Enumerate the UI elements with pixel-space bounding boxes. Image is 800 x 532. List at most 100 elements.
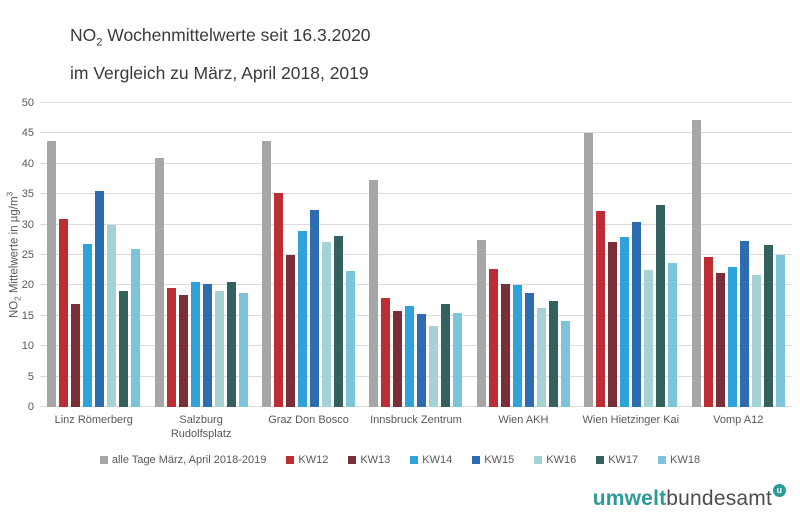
legend-item: KW18 xyxy=(658,454,700,466)
bar-kw16 xyxy=(322,241,332,407)
y-tick-label: 15 xyxy=(21,309,34,322)
gridline xyxy=(40,375,792,377)
bar-kw14 xyxy=(512,285,522,407)
legend-item: KW16 xyxy=(534,454,576,466)
legend-label: KW13 xyxy=(360,454,391,466)
x-category-label: Wien Hietzinger Kai xyxy=(582,414,680,426)
bar-kw16 xyxy=(107,225,117,407)
bar-kw18 xyxy=(346,271,356,407)
bar-kw18 xyxy=(453,313,463,407)
gridline xyxy=(40,162,792,164)
gridline xyxy=(40,345,792,347)
logo-u-badge-icon: u xyxy=(773,484,786,497)
bar-kw16 xyxy=(214,291,224,407)
bar-kw15 xyxy=(417,313,427,407)
legend-label: KW17 xyxy=(608,454,639,466)
chart-title-line1: NO2 Wochenmittelwerte seit 16.3.2020 xyxy=(70,25,371,49)
bar-kw18 xyxy=(238,292,248,407)
legend-item: KW15 xyxy=(472,454,514,466)
x-category-label: Wien AKH xyxy=(498,414,549,426)
bar-kw13 xyxy=(500,283,510,407)
bar-kw15 xyxy=(524,292,534,407)
logo-text-umwelt: umwelt xyxy=(592,487,667,510)
bar-kw14 xyxy=(727,267,737,407)
bar-group xyxy=(147,103,254,407)
bar-kw16 xyxy=(644,270,654,407)
bar-alle-tage-m-rz-april-2018-2019 xyxy=(369,180,379,407)
bar-kw15 xyxy=(310,210,320,407)
legend-label: KW15 xyxy=(484,454,515,466)
bar-alle-tage-m-rz-april-2018-2019 xyxy=(584,133,594,407)
bar-kw17 xyxy=(226,282,236,407)
legend-swatch-icon xyxy=(286,456,295,464)
legend-item: KW17 xyxy=(596,454,638,466)
bar-kw17 xyxy=(119,291,129,407)
bar-kw13 xyxy=(608,241,618,407)
bar-groups xyxy=(40,103,792,407)
bar-alle-tage-m-rz-april-2018-2019 xyxy=(262,141,272,407)
bar-group xyxy=(362,103,469,407)
legend-swatch-icon xyxy=(658,456,667,464)
bar-kw17 xyxy=(441,303,451,407)
x-category-label: Graz Don Bosco xyxy=(268,414,349,426)
y-tick-label: 0 xyxy=(27,401,34,413)
x-category-label: Vomp A12 xyxy=(713,414,764,426)
bar-kw16 xyxy=(751,275,761,407)
gridline xyxy=(40,284,792,286)
chart-title-line2: im Vergleich zu März, April 2018, 2019 xyxy=(70,62,369,83)
gridline xyxy=(40,193,792,195)
bar-kw12 xyxy=(274,192,284,407)
bar-group xyxy=(255,103,362,407)
bar-kw13 xyxy=(715,273,725,407)
bar-kw14 xyxy=(83,244,93,407)
bar-kw12 xyxy=(59,218,69,407)
y-tick-label: 40 xyxy=(21,157,34,170)
bar-kw13 xyxy=(286,255,296,407)
x-category-label: Salzburg Rudolfsplatz xyxy=(170,414,232,440)
x-category-label: Innsbruck Zentrum xyxy=(370,414,462,426)
bar-kw15 xyxy=(632,221,642,407)
chart-title: NO2 Wochenmittelwerte seit 16.3.2020 im … xyxy=(70,20,371,88)
legend-swatch-icon xyxy=(472,456,481,464)
x-category-label: Linz Römerberg xyxy=(54,414,133,426)
bar-kw12 xyxy=(381,297,391,407)
bar-kw12 xyxy=(166,288,176,407)
bar-kw16 xyxy=(429,326,439,407)
gridline xyxy=(40,102,792,103)
bar-kw17 xyxy=(548,301,558,407)
bar-alle-tage-m-rz-april-2018-2019 xyxy=(476,239,486,407)
bar-kw17 xyxy=(656,204,666,407)
y-tick-label: 25 xyxy=(21,249,34,261)
bar-alle-tage-m-rz-april-2018-2019 xyxy=(154,157,164,407)
bar-kw13 xyxy=(71,303,81,407)
bar-kw17 xyxy=(763,244,773,407)
bar-kw13 xyxy=(178,294,188,407)
legend-item: KW14 xyxy=(410,454,452,466)
bar-kw15 xyxy=(739,241,749,407)
legend-swatch-icon xyxy=(348,456,357,464)
umweltbundesamt-logo: umweltbundesamt u xyxy=(592,484,786,511)
legend-label: alle Tage März, April 2018-2019 xyxy=(111,454,267,466)
bar-kw12 xyxy=(703,256,713,407)
legend-item: KW12 xyxy=(286,454,328,466)
subscript-2: 2 xyxy=(96,36,103,49)
bar-kw12 xyxy=(596,210,606,407)
bar-kw17 xyxy=(334,236,344,407)
legend-swatch-icon xyxy=(99,456,108,464)
y-tick-label: 20 xyxy=(21,279,34,292)
bar-kw14 xyxy=(298,230,308,407)
legend-swatch-icon xyxy=(534,456,543,464)
x-axis-labels: Linz Römerberg Salzburg Rudolfsplatz Graz … xyxy=(40,413,792,441)
legend-label: KW12 xyxy=(298,454,329,466)
y-tick-label: 30 xyxy=(21,218,34,231)
legend-item: alle Tage März, April 2018-2019 xyxy=(99,454,267,466)
legend-label: KW18 xyxy=(670,454,701,466)
bar-kw15 xyxy=(95,191,105,407)
bar-kw15 xyxy=(202,284,212,407)
y-tick-label: 10 xyxy=(21,340,34,353)
bar-group xyxy=(470,103,577,407)
y-tick-label: 5 xyxy=(27,370,34,383)
bar-kw14 xyxy=(620,236,630,407)
legend-label: KW16 xyxy=(546,454,577,466)
